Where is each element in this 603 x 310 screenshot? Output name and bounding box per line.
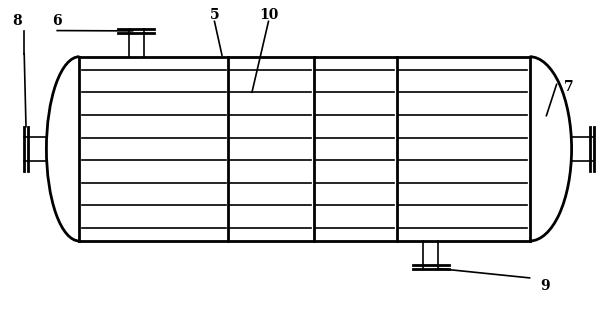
Text: 8: 8 — [12, 14, 22, 28]
Text: 7: 7 — [564, 80, 573, 95]
Text: 6: 6 — [52, 14, 62, 28]
Text: 9: 9 — [540, 279, 549, 293]
Text: 5: 5 — [210, 8, 219, 22]
Text: 10: 10 — [259, 8, 278, 22]
